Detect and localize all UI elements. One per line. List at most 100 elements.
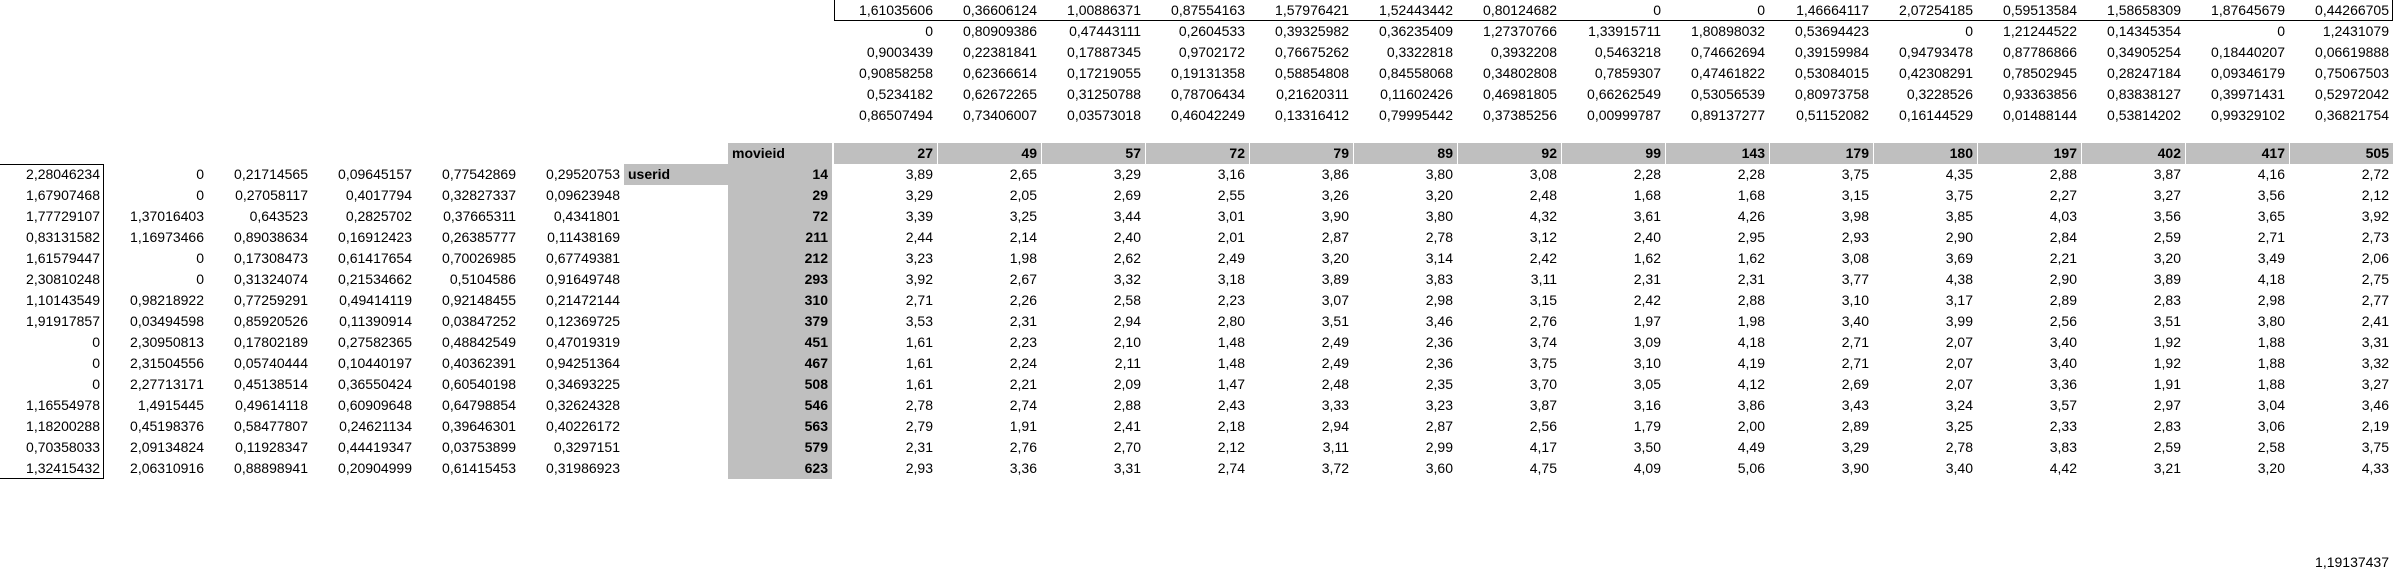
top-factor-cell: 0,3932208 xyxy=(1490,44,1557,60)
left-factor-cell: 0,58477807 xyxy=(234,418,308,434)
prediction-cell: 2,70 xyxy=(1113,439,1141,455)
top-factor-cell: 0,47461822 xyxy=(1691,65,1765,81)
prediction-cell: 2,09 xyxy=(1113,376,1141,392)
left-factor-cell: 0,16912423 xyxy=(338,229,412,245)
user-id-cell: 379 xyxy=(804,313,828,329)
top-factor-cell: 0,36235409 xyxy=(1379,23,1453,39)
prediction-cell: 3,23 xyxy=(905,250,933,266)
prediction-cell: 3,86 xyxy=(1321,166,1349,182)
top-factor-cell: 0,5234182 xyxy=(866,86,933,102)
prediction-cell: 3,87 xyxy=(1529,397,1557,413)
prediction-cell: 2,06 xyxy=(2361,250,2389,266)
prediction-cell: 3,60 xyxy=(1425,460,1453,476)
prediction-cell: 3,17 xyxy=(1945,292,1973,308)
prediction-cell: 3,12 xyxy=(1529,229,1557,245)
top-factor-cell: 0,93363856 xyxy=(2003,86,2077,102)
prediction-cell: 4,35 xyxy=(1945,166,1973,182)
prediction-cell: 3,40 xyxy=(1841,313,1869,329)
prediction-cell: 2,21 xyxy=(2049,250,2077,266)
prediction-cell: 2,97 xyxy=(2153,397,2181,413)
prediction-cell: 3,87 xyxy=(2153,166,2181,182)
prediction-cell: 2,43 xyxy=(1217,397,1245,413)
prediction-cell: 4,32 xyxy=(1529,208,1557,224)
user-id-cell: 14 xyxy=(812,166,828,182)
top-factor-cell: 0,87554163 xyxy=(1171,2,1245,18)
user-id-cell: 293 xyxy=(804,271,828,287)
top-factor-cell: 1,57976421 xyxy=(1275,2,1349,18)
left-factor-cell: 0,32827337 xyxy=(442,187,516,203)
user-id-cell: 579 xyxy=(804,439,828,455)
left-factor-cell: 2,06310916 xyxy=(130,460,204,476)
left-factor-cell: 0,49414119 xyxy=(339,292,412,308)
top-factor-cell: 0,11602426 xyxy=(1380,86,1453,102)
prediction-cell: 2,23 xyxy=(1217,292,1245,308)
left-factor-cell: 0,45138514 xyxy=(234,376,308,392)
prediction-cell: 1,97 xyxy=(1633,313,1661,329)
prediction-cell: 3,25 xyxy=(1009,208,1037,224)
prediction-cell: 2,41 xyxy=(1113,418,1141,434)
prediction-cell: 3,75 xyxy=(1945,187,1973,203)
prediction-cell: 3,08 xyxy=(1529,166,1557,182)
prediction-cell: 3,11 xyxy=(1530,271,1557,287)
top-factor-cell: 0,52972042 xyxy=(2315,86,2389,102)
movie-id-header-cell: 179 xyxy=(1770,143,1873,164)
prediction-cell: 2,48 xyxy=(1529,187,1557,203)
footer-value-cell: 1,19137437 xyxy=(2315,554,2389,570)
prediction-cell: 3,39 xyxy=(905,208,933,224)
prediction-cell: 2,12 xyxy=(1217,439,1245,455)
left-factor-cell: 1,18200288 xyxy=(26,418,100,434)
user-id-cell: 29 xyxy=(812,187,828,203)
left-factor-cell: 0,11438169 xyxy=(547,229,620,245)
top-factor-cell: 0,18440207 xyxy=(2211,44,2285,60)
movie-id-header-cell: 402 xyxy=(2082,143,2185,164)
left-factor-cell: 0,67749381 xyxy=(546,250,620,266)
prediction-cell: 2,28 xyxy=(1737,166,1765,182)
prediction-cell: 3,85 xyxy=(1945,208,1973,224)
top-factor-cell: 0,47443111 xyxy=(1069,23,1141,39)
movie-id-header-cell: 79 xyxy=(1250,143,1353,164)
prediction-cell: 3,27 xyxy=(2361,376,2389,392)
movie-id-header-cell: 505 xyxy=(2290,143,2393,164)
prediction-cell: 3,36 xyxy=(2049,376,2077,392)
prediction-cell: 2,71 xyxy=(905,292,933,308)
top-factor-cell: 0,37385256 xyxy=(1483,107,1557,123)
prediction-cell: 2,76 xyxy=(1529,313,1557,329)
movie-id-header-cell: 57 xyxy=(1042,143,1145,164)
left-factor-cell: 0 xyxy=(92,334,100,350)
top-factor-cell: 0,94793478 xyxy=(1899,44,1973,60)
prediction-cell: 3,40 xyxy=(1945,460,1973,476)
top-factor-cell: 0,2604533 xyxy=(1178,23,1245,39)
prediction-cell: 3,53 xyxy=(905,313,933,329)
prediction-cell: 3,26 xyxy=(1321,187,1349,203)
prediction-cell: 4,38 xyxy=(1945,271,1973,287)
prediction-cell: 2,55 xyxy=(1217,187,1245,203)
left-factor-cell: 0,92148455 xyxy=(442,292,516,308)
prediction-cell: 2,18 xyxy=(1217,418,1245,434)
prediction-cell: 4,18 xyxy=(2257,271,2285,287)
prediction-cell: 3,25 xyxy=(1945,418,1973,434)
top-factor-cell: 0,00999787 xyxy=(1587,107,1661,123)
prediction-cell: 3,27 xyxy=(2153,187,2181,203)
left-factor-cell: 0,70358033 xyxy=(26,439,100,455)
prediction-cell: 3,08 xyxy=(1841,250,1869,266)
prediction-cell: 2,58 xyxy=(1113,292,1141,308)
prediction-cell: 1,92 xyxy=(2153,355,2181,371)
left-factor-cell: 1,16973466 xyxy=(130,229,204,245)
prediction-cell: 2,27 xyxy=(2049,187,2077,203)
prediction-cell: 4,09 xyxy=(1633,460,1661,476)
top-factor-cell: 0,53084015 xyxy=(1795,65,1869,81)
top-factor-cell: 0,83838127 xyxy=(2107,86,2181,102)
prediction-cell: 3,75 xyxy=(2361,439,2389,455)
left-factor-cell: 0,29520753 xyxy=(546,166,620,182)
movie-id-header-cell: 27 xyxy=(834,143,937,164)
prediction-cell: 3,56 xyxy=(2153,208,2181,224)
left-factor-cell: 2,30810248 xyxy=(26,271,100,287)
prediction-cell: 4,12 xyxy=(1737,376,1765,392)
prediction-cell: 1,47 xyxy=(1217,376,1245,392)
left-factor-cell: 0,39646301 xyxy=(442,418,516,434)
prediction-cell: 3,65 xyxy=(2257,208,2285,224)
prediction-cell: 3,16 xyxy=(1633,397,1661,413)
left-factor-cell: 1,10143549 xyxy=(26,292,100,308)
left-factor-cell: 0 xyxy=(196,187,204,203)
prediction-cell: 3,75 xyxy=(1841,166,1869,182)
